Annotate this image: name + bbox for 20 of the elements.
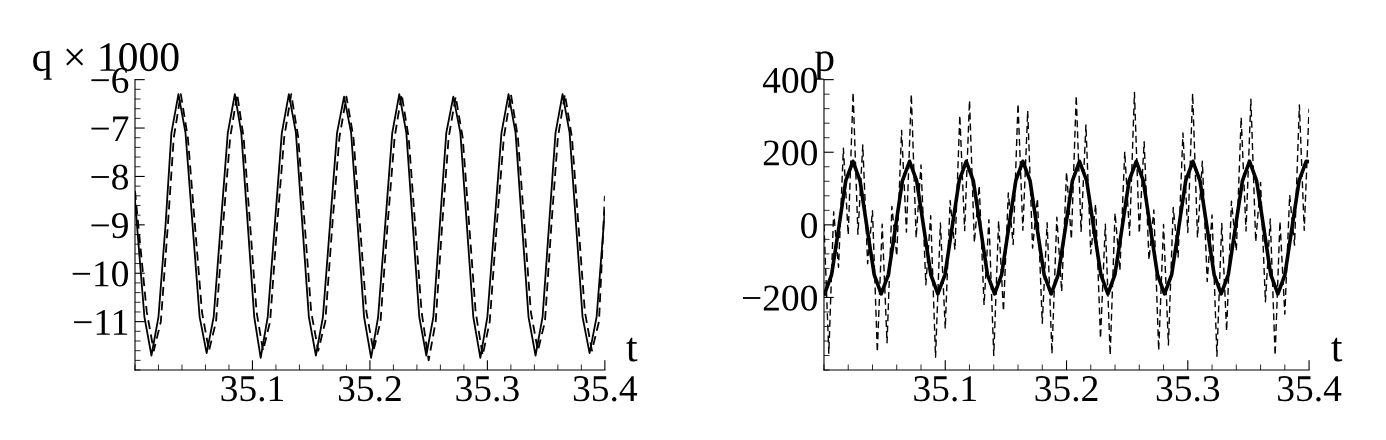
y-tick-label: 0 bbox=[801, 212, 817, 239]
x-tick-label: 35.3 bbox=[1156, 376, 1220, 402]
x-tick-label: 35.4 bbox=[573, 376, 638, 402]
y-tick-label: −8 bbox=[91, 164, 129, 190]
x-axis-title: t bbox=[1331, 337, 1343, 362]
y-tick-label: 200 bbox=[763, 140, 817, 166]
y-tick-label: −10 bbox=[72, 261, 129, 287]
x-tick-label: 35.3 bbox=[456, 376, 519, 402]
x-tick-label: 35.4 bbox=[1278, 376, 1342, 402]
y-tick-label: −7 bbox=[91, 116, 129, 142]
x-tick-label: 35.2 bbox=[338, 376, 401, 402]
y-axis-title: p bbox=[814, 51, 834, 80]
y-tick-label: 400 bbox=[762, 67, 817, 94]
x-tick-label: 35.2 bbox=[1035, 376, 1098, 402]
x-tick-label: 35.1 bbox=[221, 376, 284, 402]
x-axis-title: t bbox=[626, 337, 638, 362]
y-tick-label: −11 bbox=[74, 309, 128, 335]
y-tick-label: −9 bbox=[91, 213, 128, 239]
x-tick-label: 35.1 bbox=[914, 376, 976, 402]
y-tick-label: −200 bbox=[742, 285, 817, 311]
